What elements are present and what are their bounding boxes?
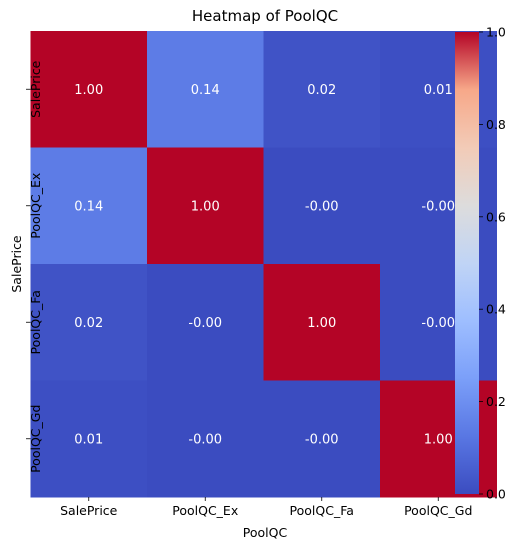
heatmap-cell-r0-c1 xyxy=(147,31,264,148)
heatmap-cell-labels: 1.00 0.14 0.02 0.01 0.14 1.00 -0.00 -0.00 0.02 -0… xyxy=(74,83,455,448)
y-axis-ticks: SalePrice PoolQC_Ex PoolQC_Fa PoolQC_Gd xyxy=(26,60,43,473)
x-tick-label-3: PoolQC_Gd xyxy=(404,503,472,518)
colorbar-tick-label-0: 0.0 xyxy=(486,487,506,502)
y-tick-label-1: PoolQC_Ex xyxy=(28,173,43,239)
y-tick-label-0: SalePrice xyxy=(28,60,43,118)
x-axis-label: PoolQC xyxy=(243,525,288,540)
y-tick-label-3: PoolQC_Gd xyxy=(28,405,43,473)
colorbar-tick-label-2: 0.4 xyxy=(486,302,506,317)
cell-value-r2-c0: 0.02 xyxy=(74,316,103,331)
cell-value-r0-c1: 0.14 xyxy=(191,83,220,98)
cell-value-r2-c2: 1.00 xyxy=(307,316,336,331)
heatmap-cell-r3-c2 xyxy=(263,380,381,498)
cell-value-r0-c3: 0.01 xyxy=(424,83,453,98)
x-tick-label-2: PoolQC_Fa xyxy=(290,503,354,518)
colorbar-tick-label-3: 0.6 xyxy=(486,209,506,224)
x-tick-label-0: SalePrice xyxy=(60,503,118,518)
cell-value-r2-c3: -0.00 xyxy=(421,316,455,331)
y-tick-label-2: PoolQC_Fa xyxy=(28,290,43,354)
heatmap-cell-r1-c2 xyxy=(263,147,381,265)
colorbar-tick-label-1: 0.2 xyxy=(486,394,506,409)
heatmap-cell-r0-c0 xyxy=(30,31,148,148)
colorbar-tick-label-5: 1.0 xyxy=(486,25,506,40)
heatmap-cell-r1-c1 xyxy=(147,147,264,265)
cell-value-r3-c3: 1.00 xyxy=(424,432,453,447)
colorbar xyxy=(455,32,479,494)
heatmap-cell-r2-c1 xyxy=(147,264,264,381)
heatmap-cells xyxy=(30,31,497,498)
heatmap-cell-r1-c0 xyxy=(30,147,148,265)
cell-value-r0-c0: 1.00 xyxy=(74,83,103,98)
cell-value-r0-c2: 0.02 xyxy=(307,83,336,98)
heatmap-cell-r3-c1 xyxy=(147,380,264,498)
heatmap-cell-r2-c2 xyxy=(263,264,381,381)
chart-title: Heatmap of PoolQC xyxy=(192,7,338,25)
heatmap-cell-r0-c2 xyxy=(263,31,381,148)
colorbar-tick-label-4: 0.8 xyxy=(486,117,506,132)
x-tick-label-1: PoolQC_Ex xyxy=(172,503,238,518)
cell-value-r3-c0: 0.01 xyxy=(74,432,103,447)
cell-value-r3-c2: -0.00 xyxy=(305,432,339,447)
cell-value-r1-c1: 1.00 xyxy=(191,199,220,214)
y-axis-label: SalePrice xyxy=(9,235,24,293)
x-axis-ticks: SalePrice PoolQC_Ex PoolQC_Fa PoolQC_Gd xyxy=(60,497,472,518)
cell-value-r1-c2: -0.00 xyxy=(305,199,339,214)
cell-value-r2-c1: -0.00 xyxy=(188,316,222,331)
colorbar-ticks: 0.0 0.2 0.4 0.6 0.8 1.0 xyxy=(479,25,506,502)
heatmap-cell-r3-c0 xyxy=(30,380,148,498)
cell-value-r1-c3: -0.00 xyxy=(421,199,455,214)
cell-value-r3-c1: -0.00 xyxy=(188,432,222,447)
heatmap-cell-r2-c0 xyxy=(30,264,148,381)
cell-value-r1-c0: 0.14 xyxy=(74,199,103,214)
